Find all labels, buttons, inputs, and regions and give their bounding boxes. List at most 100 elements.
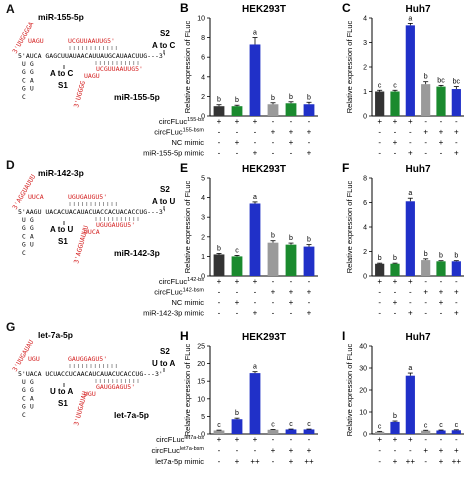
treatment-mark: +	[307, 128, 312, 137]
treatment-mark: -	[424, 138, 427, 147]
y-tick-label: 10	[197, 396, 205, 403]
panel-label-g: G	[6, 320, 16, 334]
stem-base: U	[22, 379, 26, 386]
treatment-mark: -	[409, 298, 412, 307]
significance-letter: c	[439, 422, 443, 429]
panel-label-a: A	[6, 2, 15, 16]
bar	[451, 89, 461, 116]
chart-panel-i: I Huh7 Relative expression of FLuc 0 10 20 30 4…	[342, 329, 464, 466]
s2-mutation: A to C	[152, 41, 175, 50]
treatment-mark: +	[271, 128, 276, 137]
treatment-mark: -	[272, 138, 275, 147]
treatment-mark: +	[217, 277, 222, 286]
y-axis-label: Relative expression of FLuc	[183, 20, 192, 113]
y-tick-label: 4	[201, 74, 205, 81]
treatment-mark: -	[440, 277, 443, 286]
treatment-mark: -	[272, 435, 275, 444]
treatment-mark: +	[393, 457, 398, 466]
treatment-mark: +	[289, 298, 294, 307]
treatment-mark: +	[307, 309, 312, 318]
treatment-mark: -	[218, 309, 221, 318]
significance-letter: b	[378, 255, 382, 262]
stem-base: G	[22, 86, 26, 93]
significance-letter: b	[424, 74, 428, 81]
treatment-row-label: circFLuclet7a-bsm	[152, 446, 205, 455]
treatment-mark: -	[394, 128, 397, 137]
bar	[285, 244, 297, 276]
mirna-run-bottom: UGUGAUGU5'	[96, 221, 135, 229]
y-tick-label: 3	[201, 215, 205, 222]
significance-letter: b	[289, 235, 293, 242]
treatment-mark: -	[378, 446, 381, 455]
bar	[249, 203, 261, 276]
treatment-mark: -	[378, 309, 381, 318]
s1-mutation: A to C	[50, 69, 73, 78]
s1-mutation: A to U	[50, 225, 73, 234]
treatment-mark: -	[308, 435, 311, 444]
treatment-mark: -	[424, 298, 427, 307]
treatment-mark: -	[218, 128, 221, 137]
bar	[436, 261, 446, 276]
significance-letter: a	[408, 190, 412, 197]
mirna-loop-bottom: UUCA	[84, 228, 100, 236]
y-axis-label: Relative expression of FLuc	[345, 180, 354, 273]
y-tick-label: 40	[359, 344, 367, 351]
treatment-mark: +	[454, 128, 459, 137]
treatment-mark: -	[308, 138, 311, 147]
bar	[405, 375, 415, 434]
bar	[249, 373, 261, 434]
treatment-mark: -	[254, 446, 257, 455]
y-tick-label: 4	[363, 16, 367, 23]
stem-base: A	[30, 395, 34, 402]
stem-base: C	[22, 395, 26, 402]
chart-panel-e: E HEK293T Relative expression of FLuc 0 1 2 3 4…	[143, 161, 318, 318]
treatment-mark: -	[218, 298, 221, 307]
s1-label: S1	[58, 237, 68, 246]
chart-title: Huh7	[406, 4, 431, 15]
panel-label: B	[180, 1, 189, 15]
significance-letter: b	[307, 237, 311, 244]
treatment-mark: -	[218, 138, 221, 147]
treatment-row-label: circFLuclet7a-bs	[156, 435, 204, 444]
treatment-mark: -	[272, 149, 275, 158]
treatment-mark: +	[235, 298, 240, 307]
treatment-mark: -	[409, 138, 412, 147]
panel-label: I	[342, 329, 345, 343]
treatment-mark: -	[440, 149, 443, 158]
significance-letter: a	[253, 194, 257, 201]
significance-letter: b	[235, 97, 239, 104]
bar	[231, 106, 243, 116]
treatment-mark: -	[455, 117, 458, 126]
bar	[267, 104, 279, 116]
y-tick-label: 3	[363, 40, 367, 47]
treatment-mark: +	[423, 288, 428, 297]
significance-letter: c	[455, 422, 459, 429]
treatment-mark: +	[408, 149, 413, 158]
stem-base: G	[22, 242, 26, 249]
treatment-mark: +	[393, 277, 398, 286]
y-tick-label: 20	[197, 361, 205, 368]
treatment-mark: -	[308, 298, 311, 307]
bar	[390, 421, 400, 434]
target-strand: 5'UACA UCUACCUCAACAUCAUACUCACCUG---3'	[18, 370, 163, 378]
mirna-label-top: miR-142-3p	[38, 168, 84, 178]
bar	[436, 86, 446, 116]
bar	[213, 106, 225, 116]
treatment-mark: -	[236, 309, 239, 318]
y-tick-label: 2	[363, 65, 367, 72]
treatment-mark: -	[218, 149, 221, 158]
treatment-mark: -	[424, 149, 427, 158]
treatment-row-label: circFLuc155-bsm	[154, 128, 204, 137]
treatment-mark: -	[254, 298, 257, 307]
treatment-mark: -	[409, 288, 412, 297]
mirna-loop-top: UUCA	[28, 193, 44, 201]
treatment-mark: +	[289, 128, 294, 137]
stem-base: A	[30, 233, 34, 240]
bar	[303, 429, 315, 434]
treatment-mark: +	[271, 446, 276, 455]
treatment-row-label: miR-155-5p mimic	[143, 149, 204, 158]
y-axis-label: Relative expression of FLuc	[183, 180, 192, 273]
bar	[451, 261, 461, 276]
treatment-mark: +	[289, 288, 294, 297]
